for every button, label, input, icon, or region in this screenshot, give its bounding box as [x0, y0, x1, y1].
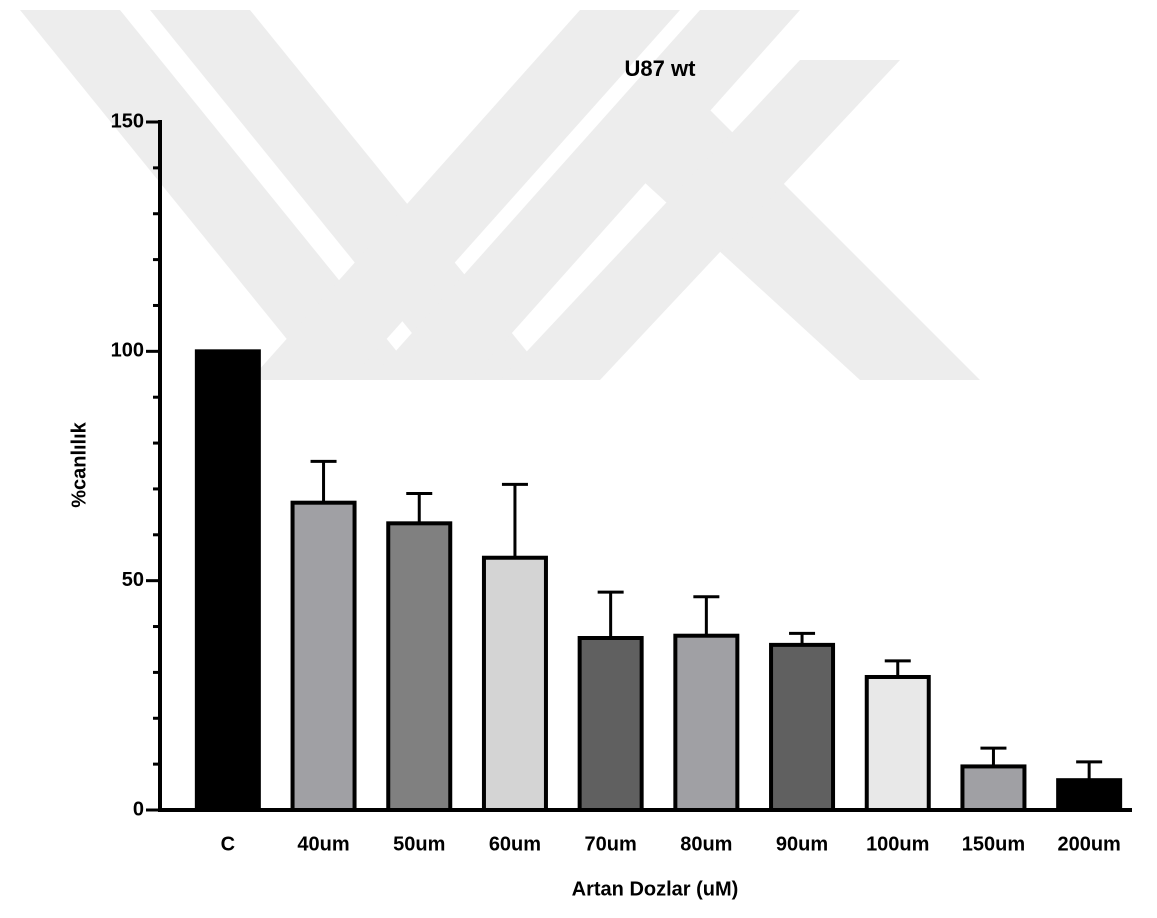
watermark: [20, 10, 980, 380]
x-tick-label: 90um: [776, 833, 828, 855]
x-tick-label: C: [221, 833, 235, 855]
error-bar: [884, 659, 911, 677]
bar: [769, 642, 836, 812]
bar: [386, 521, 453, 812]
error-bar: [789, 631, 816, 645]
bar: [1056, 778, 1123, 812]
x-tick-label: 50um: [393, 833, 445, 855]
error-bar: [406, 492, 433, 524]
x-tick-label: 100um: [866, 833, 929, 855]
x-tick-label: 60um: [489, 833, 541, 855]
bar: [194, 349, 261, 812]
x-tick-label: 80um: [680, 833, 732, 855]
x-axis-label: Artan Dozlar (uM): [572, 878, 739, 900]
y-tick-label: 150: [111, 110, 144, 132]
x-tick-label: 40um: [297, 833, 349, 855]
error-bar: [597, 590, 624, 638]
bar: [673, 633, 740, 812]
error-bar: [1076, 760, 1103, 781]
error-bar: [310, 459, 337, 503]
error-bar: [501, 482, 528, 558]
bar: [481, 555, 548, 812]
error-bar: [693, 595, 720, 636]
error-bar: [980, 746, 1007, 767]
y-tick-label: 50: [122, 569, 144, 591]
y-tick-label: 0: [133, 798, 144, 820]
bar: [864, 674, 931, 813]
chart-title: U87 wt: [625, 56, 697, 81]
y-axis-label: %canlılık: [68, 421, 90, 507]
y-tick-label: 100: [111, 340, 144, 362]
x-tick-label: 200um: [1057, 833, 1120, 855]
bar: [290, 500, 357, 812]
x-tick-label: 70um: [585, 833, 637, 855]
bar: [960, 764, 1027, 813]
bar: [577, 636, 644, 812]
x-tick-label: 150um: [962, 833, 1025, 855]
